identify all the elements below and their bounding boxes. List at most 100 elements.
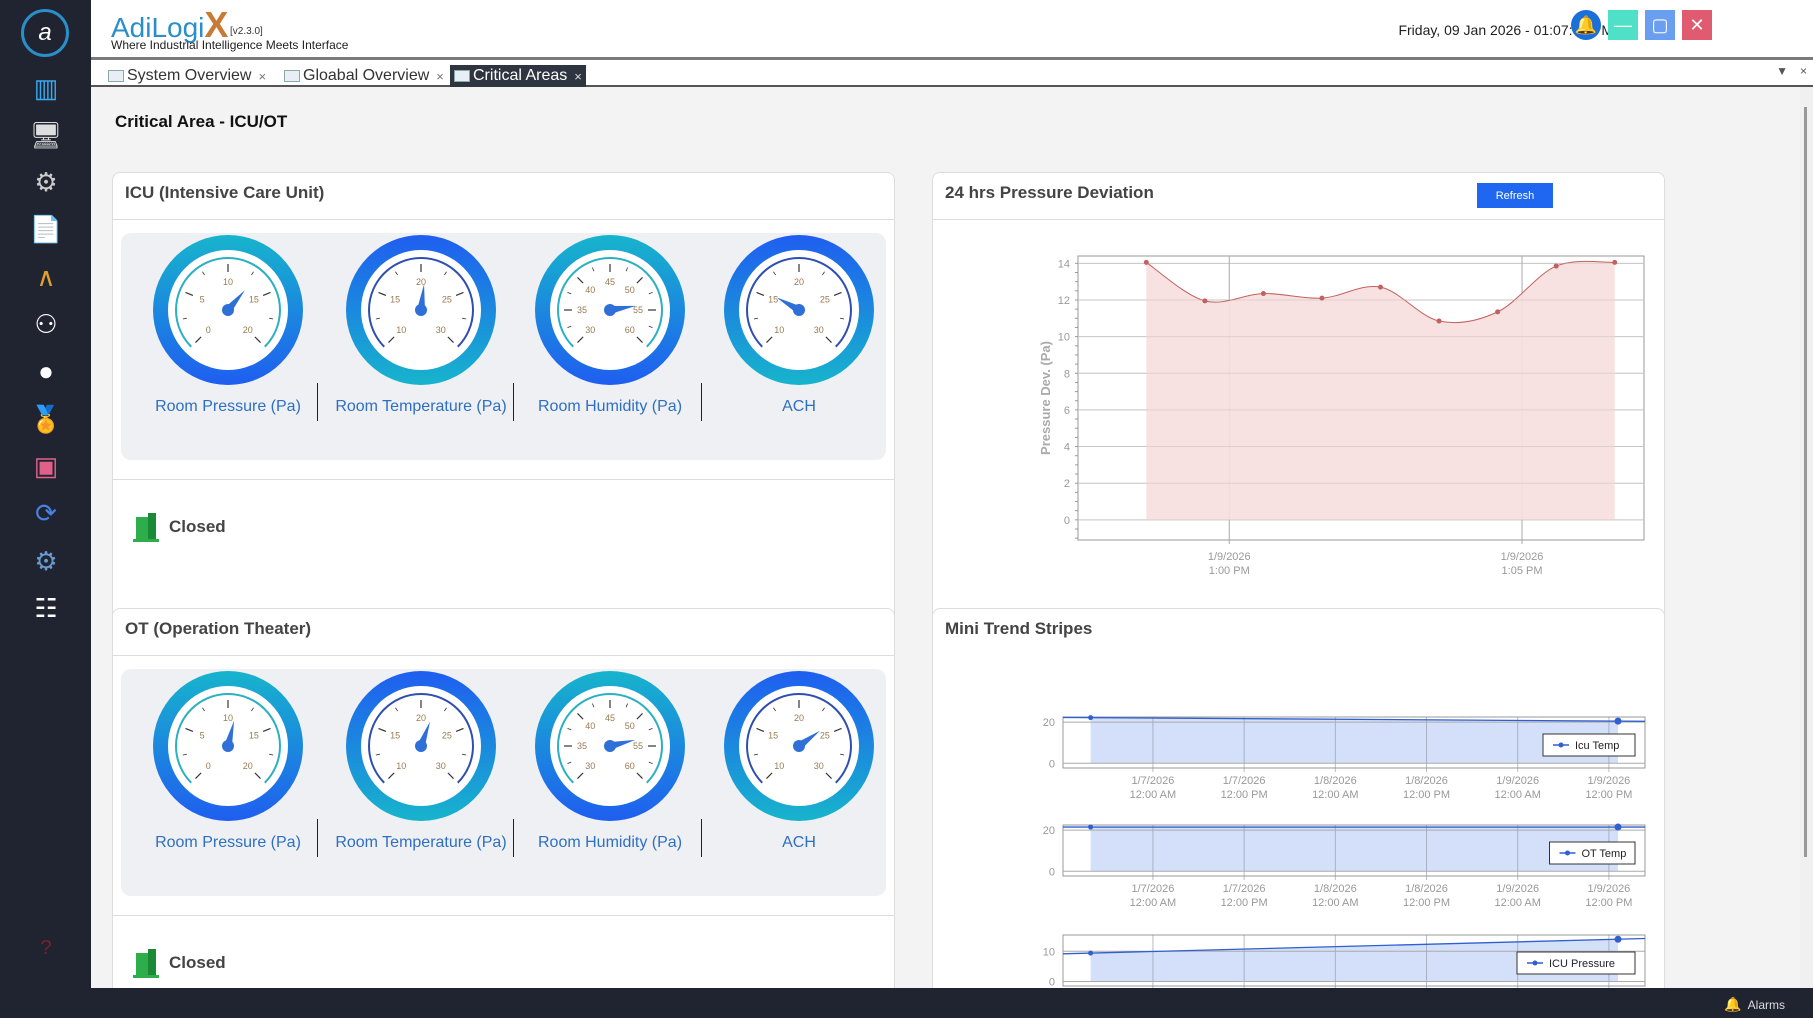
gauge-tick-label: 60 <box>625 761 635 771</box>
gauge-hub <box>222 304 234 316</box>
gauge-tick-label: 25 <box>820 730 830 740</box>
status-bar: 🔔 Alarms <box>0 988 1813 1018</box>
gauge-tick <box>756 727 765 733</box>
x-tick-label: 1/9/2026 <box>1501 551 1544 563</box>
legend-box <box>1549 841 1636 865</box>
tab-list-dropdown[interactable]: ▼ <box>1776 64 1788 78</box>
x-tick-label: 12:00 AM <box>1494 897 1540 909</box>
gauge-tick <box>753 753 758 756</box>
y-tick-label: 10 <box>1058 332 1070 344</box>
close-button[interactable]: ✕ <box>1682 10 1712 40</box>
y-tick-label: 12 <box>1058 295 1070 307</box>
help-icon[interactable]: ? <box>40 936 52 959</box>
door-status-label: Closed <box>169 517 226 536</box>
data-point <box>1088 715 1094 721</box>
y-tick-label: 20 <box>1043 717 1055 729</box>
hierarchy-icon[interactable]: ⚇ <box>34 309 58 339</box>
gauge-tick <box>269 317 274 320</box>
gauge-needle <box>417 284 425 311</box>
checklist-clock-icon[interactable]: ☷ <box>34 592 58 623</box>
x-tick-label: 1/9/2026 <box>1208 551 1251 563</box>
gauge-tick-label: 20 <box>416 713 426 723</box>
bell-curve-chart-icon[interactable]: ∧ <box>36 261 56 292</box>
gauge-tick <box>756 291 765 297</box>
x-tick-label: 12:00 PM <box>1585 897 1632 909</box>
gauge-tick <box>395 707 398 712</box>
x-tick-label: 12:00 PM <box>1403 897 1450 909</box>
gauge-tick <box>648 292 653 295</box>
gauge-tick <box>269 753 274 756</box>
report-icon[interactable]: 📄 <box>29 214 63 245</box>
gauge-tick <box>625 703 628 708</box>
scrollbar-thumb[interactable] <box>1804 107 1807 857</box>
gear-icon[interactable]: ⚙ <box>34 545 58 576</box>
gauge-tick-label: 20 <box>794 713 804 723</box>
y-tick-label: 20 <box>1043 825 1055 837</box>
alarms-button[interactable]: 🔔 Alarms <box>1724 996 1785 1013</box>
pressure-deviation-chart: 0 2 4 6 8 10 12 14 1/9/2026 1:00 PM 1/9/2026 1:05 P… <box>1038 255 1645 577</box>
x-tick-label: 12:00 PM <box>1585 789 1632 801</box>
maximize-button[interactable]: ▢ <box>1645 10 1675 40</box>
tab-global-overview[interactable]: Gloabal Overview × <box>280 65 448 87</box>
data-point <box>1088 824 1094 830</box>
refresh-button[interactable]: Refresh <box>1477 183 1553 208</box>
gauge-tick-label: 50 <box>625 285 635 295</box>
vertical-scrollbar[interactable] <box>1800 87 1813 988</box>
gauge-room-temperature-pa-: 10 15 20 25 30 <box>346 235 496 385</box>
gauge-tick <box>577 713 584 720</box>
gauge-label: Room Humidity (Pa) <box>537 834 683 851</box>
gauge-tick-label: 40 <box>585 285 595 295</box>
user-settings-display-icon[interactable]: ▣ <box>33 450 59 481</box>
gauge-hub <box>793 740 805 752</box>
tab-close-icon[interactable]: × <box>436 68 444 84</box>
gauge-tick-label: 0 <box>206 761 211 771</box>
dashboard-monitor-icon[interactable]: 🖥 <box>29 119 63 150</box>
close-all-tabs-button[interactable]: × <box>1799 64 1807 78</box>
gauge-tick <box>577 336 584 343</box>
tab-critical-areas[interactable]: Critical Areas × <box>450 65 586 87</box>
user-profile-icon[interactable]: ● <box>38 356 54 387</box>
gauge-tick <box>753 317 758 320</box>
tab-icon <box>108 70 124 82</box>
gauge-tick <box>567 325 572 328</box>
app-logo-icon[interactable]: a <box>21 9 69 57</box>
y-tick-label: 6 <box>1064 405 1070 417</box>
gauge-hub <box>604 304 616 316</box>
minimize-button[interactable]: — <box>1608 10 1638 40</box>
gauge-tick <box>648 325 653 328</box>
building-icon[interactable]: ▥ <box>33 72 59 103</box>
sync-check-icon[interactable]: ⟳ <box>35 498 57 529</box>
tab-system-overview[interactable]: System Overview × <box>104 65 270 87</box>
window-settings-icon[interactable]: ⚙ <box>34 167 58 198</box>
pressure-deviation-card: 24 hrs Pressure Deviation Refresh 0 2 4 6 8 1… <box>932 172 1665 663</box>
x-tick-label: 1/8/2026 <box>1405 883 1448 895</box>
gauge-tick-label: 15 <box>249 294 259 304</box>
divider <box>113 655 894 656</box>
x-tick-label: 1/9/2026 <box>1496 883 1539 895</box>
certificate-award-icon[interactable]: 🏅 <box>29 403 63 434</box>
gauge-tick <box>648 728 653 731</box>
x-tick-label: 1/9/2026 <box>1587 883 1630 895</box>
y-tick-label: 0 <box>1049 758 1055 770</box>
gauge-tick-label: 30 <box>814 761 824 771</box>
gauge-tick <box>636 336 643 343</box>
gauge-tick-label: 10 <box>396 761 406 771</box>
tab-close-icon[interactable]: × <box>574 68 582 84</box>
gauge-label: Room Temperature (Pa) <box>335 398 507 415</box>
gauge-tick <box>378 291 387 297</box>
alarm-bell-icon: 🔔 <box>1724 996 1742 1012</box>
gauge-separator <box>701 819 702 857</box>
notification-bell-button[interactable]: 🔔 <box>1571 10 1601 40</box>
gauge-tick-label: 5 <box>200 294 205 304</box>
tab-close-icon[interactable]: × <box>258 68 267 84</box>
gauge-tick-label: 60 <box>625 325 635 335</box>
gauge-tick-label: 10 <box>396 325 406 335</box>
gauge-tick <box>766 772 773 779</box>
gauge-label: ACH <box>782 398 816 415</box>
gauge-label: ACH <box>782 834 816 851</box>
y-tick-label: 8 <box>1064 368 1070 380</box>
x-tick-label: 12:00 AM <box>1494 789 1540 801</box>
gauge-tick-label: 30 <box>436 325 446 335</box>
logout-icon[interactable] <box>28 978 64 988</box>
